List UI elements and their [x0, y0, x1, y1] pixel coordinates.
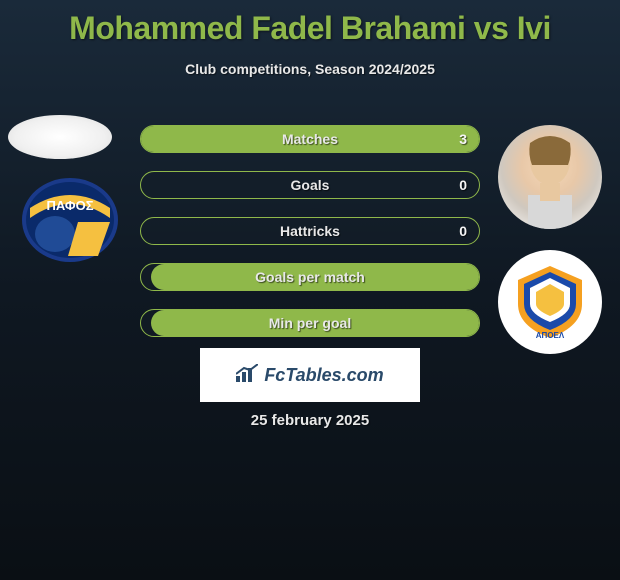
stat-bar: Hattricks0: [140, 217, 480, 245]
brand-box: FcTables.com: [200, 348, 420, 402]
right-club-label: ΑΠΟΕΛ: [536, 331, 565, 340]
apoel-badge-icon: ΑΠΟΕΛ: [510, 262, 590, 342]
stat-value: 0: [459, 172, 467, 198]
stat-bar: Goals0: [140, 171, 480, 199]
left-club-label: ΠΑΦΟΣ: [46, 198, 93, 213]
stat-value: 0: [459, 218, 467, 244]
stat-label: Hattricks: [141, 218, 479, 244]
subtitle-text: Club competitions, Season 2024/2025: [0, 61, 620, 77]
stat-label: Matches: [141, 126, 479, 152]
left-player-avatar: [8, 115, 112, 159]
stat-label: Goals: [141, 172, 479, 198]
brand-text: FcTables.com: [264, 365, 383, 386]
stat-label: Min per goal: [141, 310, 479, 336]
stat-label: Goals per match: [141, 264, 479, 290]
right-player-avatar: [498, 125, 602, 229]
stat-bar: Matches3: [140, 125, 480, 153]
page-title: Mohammed Fadel Brahami vs Ivi: [0, 0, 620, 47]
pafos-badge-icon: ΠΑΦΟΣ: [20, 178, 120, 266]
stat-value: 3: [459, 126, 467, 152]
chart-icon: [236, 364, 258, 387]
stats-panel: Matches3Goals0Hattricks0Goals per matchM…: [140, 125, 480, 355]
player-silhouette-icon: [498, 125, 602, 229]
left-club-badge: ΠΑΦΟΣ: [20, 178, 120, 266]
stat-bar: Min per goal: [140, 309, 480, 337]
footer-date: 25 february 2025: [0, 412, 620, 429]
stat-bar: Goals per match: [140, 263, 480, 291]
right-club-badge: ΑΠΟΕΛ: [498, 250, 602, 354]
